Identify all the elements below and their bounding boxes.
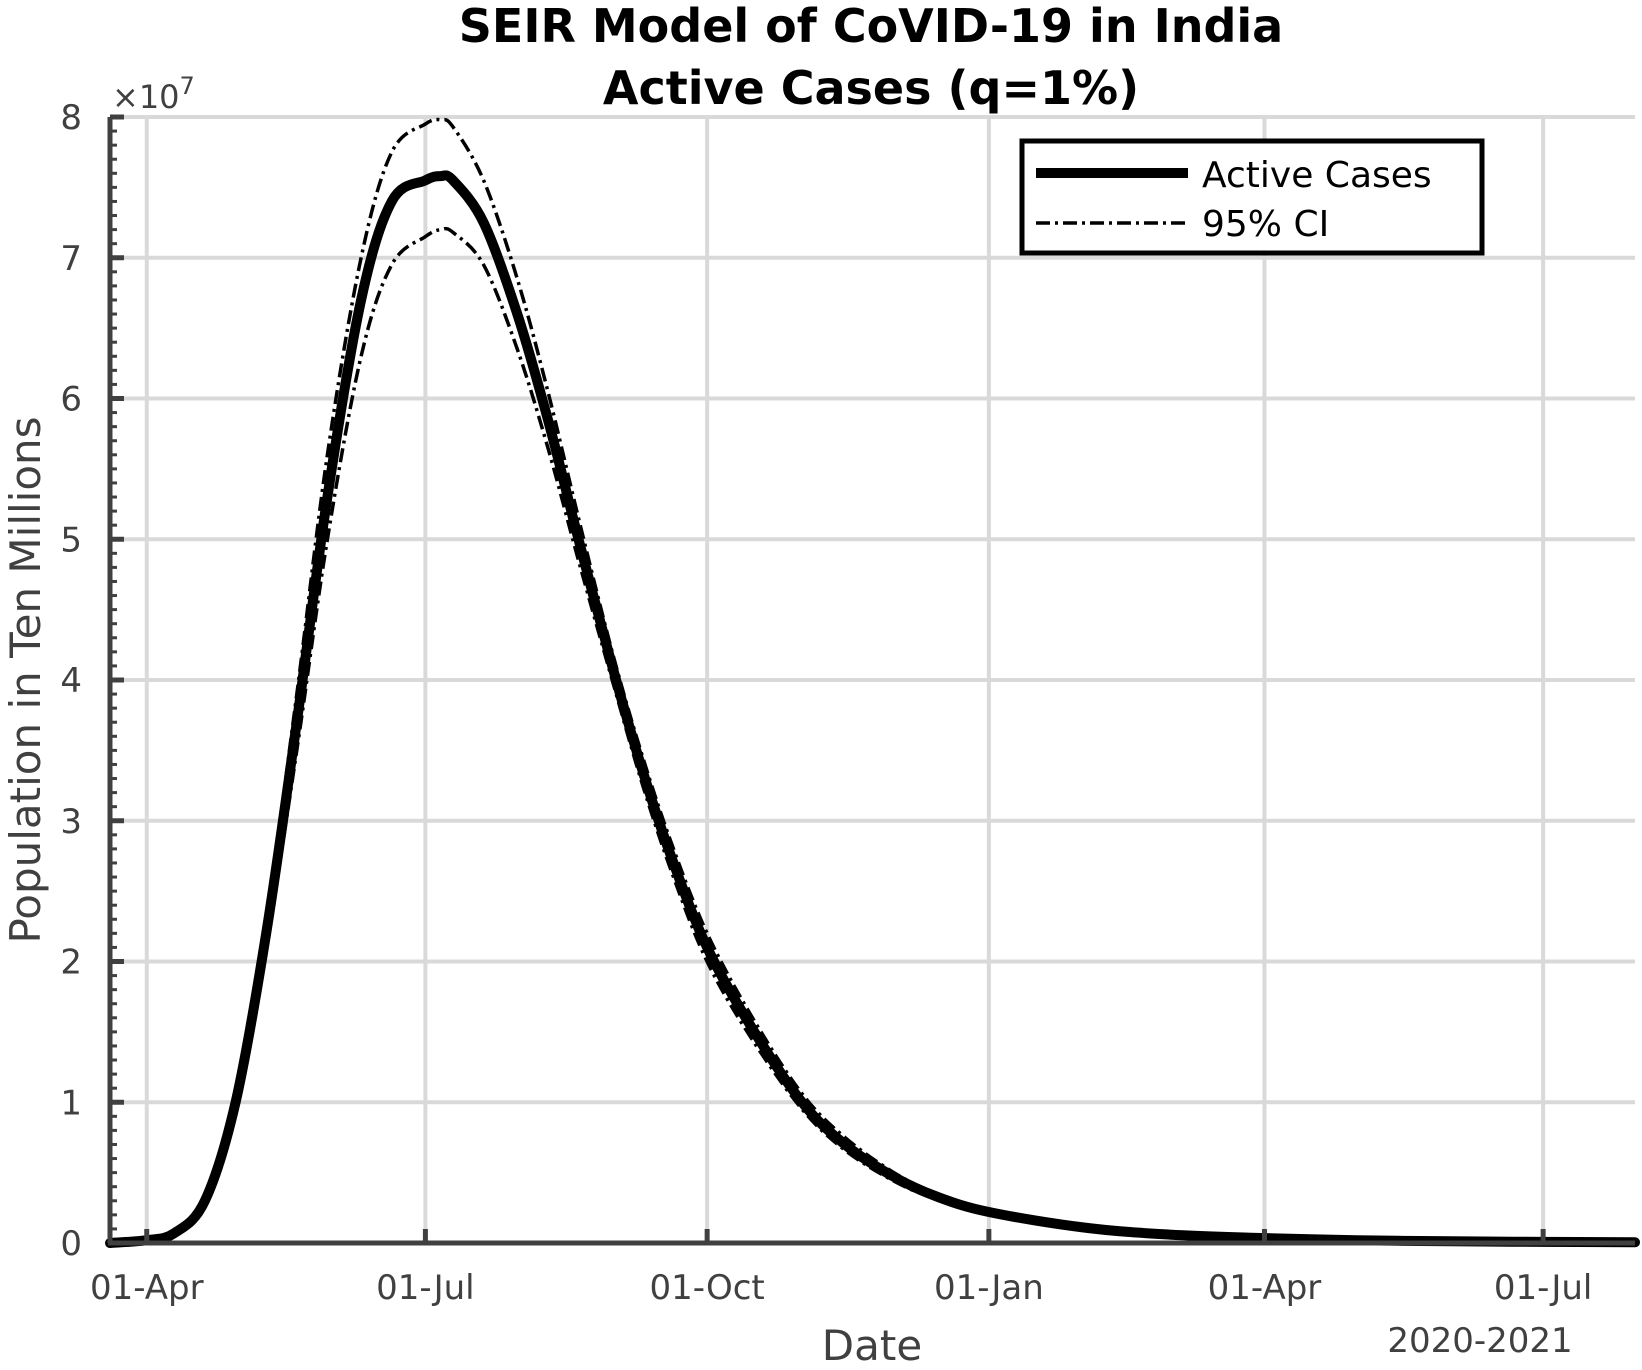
y-tick-label: 5	[60, 520, 82, 560]
y-tick-label: 0	[60, 1224, 82, 1264]
x-tick-label: 01-Jan	[934, 1268, 1044, 1308]
x-secondary-label: 2020-2021	[1387, 1321, 1572, 1361]
y-tick-label: 6	[60, 380, 82, 420]
x-axis-label: Date	[822, 1321, 922, 1370]
x-tick-label: 01-Jul	[1494, 1268, 1592, 1308]
series-line-active-cases	[105, 170, 1640, 1248]
x-tick-label: 01-Oct	[650, 1268, 765, 1308]
legend: Active Cases 95% CI	[1019, 138, 1485, 256]
axis-ticks	[110, 114, 1546, 1246]
legend-label-95-ci: 95% CI	[1202, 204, 1329, 245]
y-tick-label: 8	[60, 98, 82, 138]
x-tick-label: 01-Apr	[90, 1268, 204, 1308]
y-exponent-label: ×107	[112, 72, 195, 116]
chart-subtitle: Active Cases (q=1%)	[603, 61, 1139, 115]
legend-box	[1019, 138, 1485, 256]
y-tick-label: 7	[60, 239, 82, 279]
plot-curves	[105, 117, 1640, 1248]
x-tick-label: 01-Apr	[1208, 1268, 1322, 1308]
chart-title: SEIR Model of CoVID-19 in India	[459, 0, 1283, 53]
x-tick-label: 01-Jul	[376, 1268, 474, 1308]
y-tick-label: 1	[60, 1083, 82, 1123]
y-tick-label: 4	[60, 661, 82, 701]
y-tick-label: 2	[60, 943, 82, 983]
x-tick-labels: 01-Apr 01-Jul 01-Oct 01-Jan 01-Apr 01-Jul	[90, 1268, 1592, 1308]
legend-label-active-cases: Active Cases	[1202, 155, 1432, 196]
grid	[110, 115, 1635, 1243]
y-tick-labels: 0 1 2 3 4 5 6 7 8	[60, 98, 82, 1264]
y-axis-label: Population in Ten Millions	[1, 416, 50, 943]
y-tick-label: 3	[60, 802, 82, 842]
series-line-95-ci-lower	[109, 226, 1636, 1245]
